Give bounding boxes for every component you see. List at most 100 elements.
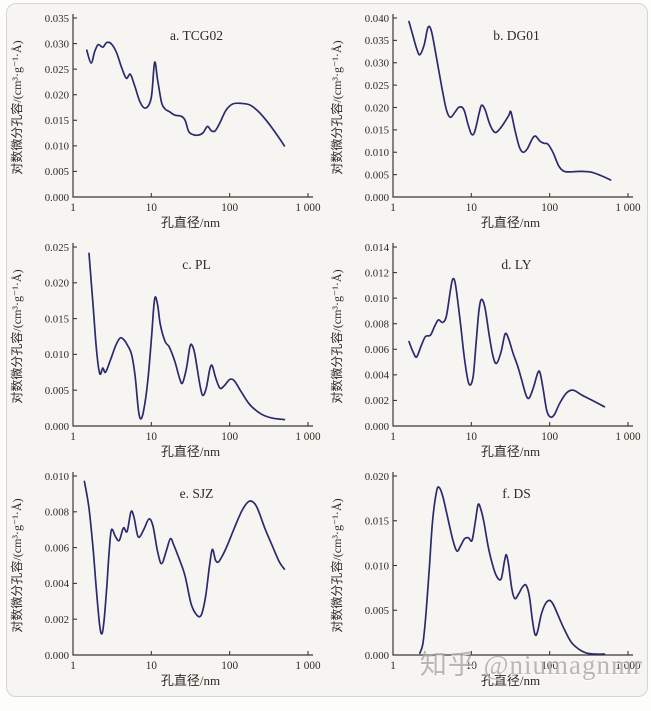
y-tick-label: 0.014 (365, 242, 390, 254)
x-tick-label: 10 (146, 660, 158, 672)
panel-title: a. TCG02 (170, 28, 223, 43)
x-tick-label: 1 (70, 431, 76, 443)
x-tick-label: 1 (70, 660, 76, 672)
x-tick-label: 1 000 (615, 431, 641, 443)
y-axis-label: 对数微分孔容/(cm³·g⁻¹·Å) (9, 40, 24, 174)
panel-title: f. DS (502, 486, 531, 501)
y-tick-label: 0.010 (365, 560, 389, 572)
x-tick-label: 100 (541, 202, 558, 214)
panel-title: d. LY (501, 257, 531, 272)
y-tick-label: 0.004 (45, 578, 70, 590)
y-tick-label: 0.006 (365, 344, 390, 356)
x-tick-label: 100 (221, 660, 238, 672)
x-tick-label: 1 000 (615, 660, 641, 672)
panel-ly: 0.000 0.002 0.004 0.006 0.008 0.010 0.012 0.014… (328, 235, 648, 464)
y-tick-label: 0.000 (45, 192, 69, 204)
y-tick-label: 0.015 (45, 313, 69, 325)
y-tick-label: 0.025 (45, 64, 69, 76)
watermark-text: 知乎 @niumagnmr (419, 650, 643, 680)
y-tick-label: 0.000 (45, 421, 69, 433)
series-line (88, 252, 286, 421)
x-tick-label: 1 (390, 431, 396, 443)
y-tick-label: 0.005 (365, 605, 389, 617)
y-tick-label: 0.020 (45, 90, 69, 102)
y-tick-label: 0.000 (365, 650, 389, 662)
panel-dg01: 0.000 0.005 0.010 0.015 0.020 0.025 0.030 0.035… (328, 6, 648, 235)
y-tick-label: 0.010 (45, 471, 69, 483)
x-axis-label: 孔直径/nm (481, 215, 540, 230)
chart-grid: 0.000 0.005 0.010 0.015 0.020 0.025 0.030 0.035… (8, 6, 648, 693)
y-tick-label: 0.005 (45, 385, 69, 397)
y-tick-label: 0.020 (365, 471, 389, 483)
panel-title: e. SJZ (180, 486, 214, 501)
y-tick-label: 0.015 (45, 115, 69, 127)
x-axis-label: 孔直径/nm (161, 673, 220, 688)
x-axis-label: 孔直径/nm (161, 444, 220, 459)
y-axis-label: 对数微分孔容/(cm³·g⁻¹·Å) (9, 269, 24, 403)
x-tick-label: 100 (541, 431, 558, 443)
x-tick-label: 1 000 (295, 431, 321, 443)
y-tick-label: 0.040 (365, 13, 389, 25)
x-tick-label: 1 000 (295, 202, 321, 214)
chart-svg: 0.000 0.005 0.010 0.015 0.020 0.025 1 10 100 1 00… (9, 242, 321, 459)
panel-title: b. DG01 (493, 28, 540, 43)
y-tick-label: 0.020 (365, 102, 389, 114)
y-tick-label: 0.005 (45, 166, 69, 178)
x-tick-label: 1 (390, 202, 396, 214)
x-axis-label: 孔直径/nm (481, 673, 540, 688)
x-tick-label: 10 (466, 202, 478, 214)
y-tick-label: 0.004 (365, 370, 390, 382)
y-tick-label: 0.025 (45, 242, 69, 254)
y-tick-label: 0.008 (45, 507, 69, 519)
x-tick-label: 1 (70, 202, 76, 214)
x-tick-label: 10 (466, 431, 478, 443)
axis-spines (72, 14, 313, 198)
x-axis-label: 孔直径/nm (481, 444, 540, 459)
y-axis-label: 对数微分孔容/(cm³·g⁻¹·Å) (329, 498, 344, 632)
series-line (408, 20, 612, 181)
x-tick-label: 10 (146, 202, 158, 214)
y-tick-label: 0.002 (365, 395, 389, 407)
panel-title: c. PL (182, 257, 211, 272)
series-line (83, 480, 286, 635)
y-tick-label: 0.015 (365, 125, 389, 137)
x-tick-label: 10 (146, 431, 158, 443)
x-tick-label: 10 (466, 660, 478, 672)
y-tick-label: 0.002 (45, 614, 69, 626)
y-tick-label: 0.000 (365, 421, 389, 433)
y-tick-label: 0.008 (365, 319, 389, 331)
y-tick-label: 0.035 (365, 35, 389, 47)
y-tick-label: 0.020 (45, 278, 69, 290)
chart-svg: 0.000 0.005 0.010 0.015 0.020 0.025 0.030 0.035… (9, 13, 321, 230)
panel-ds: 0.000 0.005 0.010 0.015 0.020 1 10 100 1 000 孔直径/… (328, 464, 648, 693)
y-tick-label: 0.010 (45, 141, 69, 153)
x-tick-label: 100 (221, 202, 238, 214)
y-axis-label: 对数微分孔容/(cm³·g⁻¹·Å) (329, 269, 344, 403)
chart-svg: 0.000 0.002 0.004 0.006 0.008 0.010 1 10 100 1 00… (9, 471, 321, 688)
panel-pl: 0.000 0.005 0.010 0.015 0.020 0.025 1 10 100 1 00… (8, 235, 328, 464)
y-tick-label: 0.015 (365, 516, 389, 528)
x-tick-label: 100 (221, 431, 238, 443)
x-tick-label: 1 000 (615, 202, 641, 214)
x-tick-label: 1 000 (295, 660, 321, 672)
axis-spines (72, 472, 313, 656)
y-tick-label: 0.006 (45, 542, 70, 554)
chart-svg: 0.000 0.002 0.004 0.006 0.008 0.010 0.012 0.014… (329, 242, 641, 459)
chart-svg: 0.000 0.005 0.010 0.015 0.020 1 10 100 1 000 孔直径/… (329, 471, 641, 688)
panel-sjz: 0.000 0.002 0.004 0.006 0.008 0.010 1 10 100 1 00… (8, 464, 328, 693)
axis-spines (392, 14, 633, 198)
y-tick-label: 0.035 (45, 13, 69, 25)
y-axis-label: 对数微分孔容/(cm³·g⁻¹·Å) (9, 498, 24, 632)
axis-spines (392, 243, 633, 427)
axis-spines (72, 243, 313, 427)
chart-svg: 0.000 0.005 0.010 0.015 0.020 0.025 0.030 0.035… (329, 13, 641, 230)
series-line (418, 486, 606, 656)
axis-spines (392, 472, 633, 656)
y-tick-label: 0.005 (365, 169, 389, 181)
x-tick-label: 100 (541, 660, 558, 672)
x-tick-label: 1 (390, 660, 396, 672)
y-tick-label: 0.000 (45, 650, 69, 662)
x-axis-label: 孔直径/nm (161, 215, 220, 230)
y-tick-label: 0.025 (365, 80, 389, 92)
y-axis-label: 对数微分孔容/(cm³·g⁻¹·Å) (329, 40, 344, 174)
